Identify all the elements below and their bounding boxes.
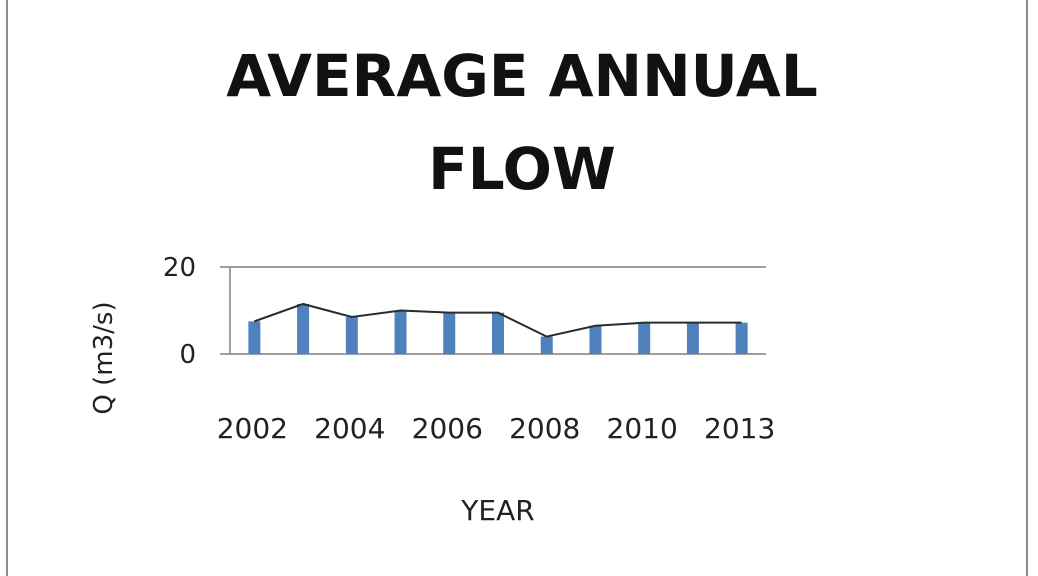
x-axis-label: YEAR	[460, 494, 534, 527]
bar	[248, 321, 261, 354]
chart-title-line-1: AVERAGE ANNUAL	[226, 42, 818, 110]
y-tick-label: 0	[179, 340, 196, 370]
bar	[638, 322, 651, 354]
chart-frame: AVERAGE ANNUAL FLOW 0 20 2002 2004 2006 2008 2…	[6, 0, 1028, 576]
bar	[345, 317, 358, 354]
bar	[686, 322, 699, 354]
bar	[297, 303, 310, 354]
chart-svg: AVERAGE ANNUAL FLOW 0 20 2002 2004 2006 2008 2…	[89, 42, 818, 527]
bar	[443, 312, 456, 354]
x-tick-label: 2002	[217, 412, 288, 445]
x-tick-label: 2004	[314, 412, 385, 445]
x-tick-label: 2010	[607, 412, 678, 445]
bar	[492, 312, 504, 354]
y-tick-label: 20	[163, 253, 196, 283]
x-tick-label: 2013	[704, 412, 775, 445]
bar	[589, 325, 602, 354]
series-line	[254, 302, 742, 338]
bar	[735, 322, 748, 354]
plot-area: 0 20 2002 2004 2006 2008 2010 2013	[163, 253, 775, 445]
y-axis-label: Q (m3/s)	[89, 301, 119, 414]
x-tick-label: 2008	[509, 412, 580, 445]
bar	[394, 310, 407, 354]
x-tick-label: 2006	[412, 412, 483, 445]
chart-title-line-2: FLOW	[428, 135, 616, 203]
bar	[540, 336, 553, 354]
